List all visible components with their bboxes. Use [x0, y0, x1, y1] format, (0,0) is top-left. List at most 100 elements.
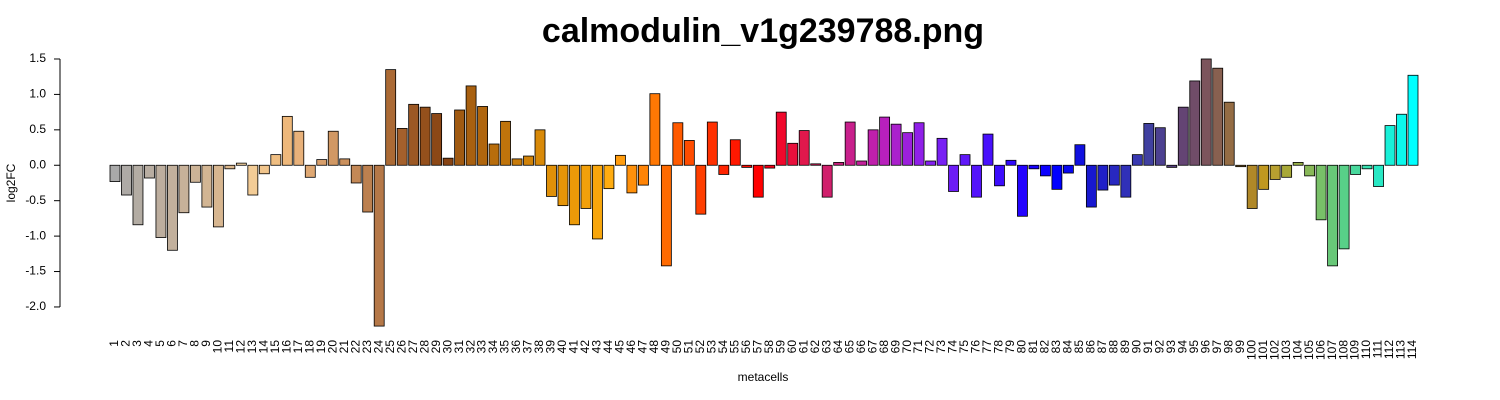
x-axis-label: metacells — [738, 370, 789, 384]
x-tick-label: 12 — [234, 340, 248, 354]
x-tick-label: 26 — [394, 340, 408, 354]
x-tick-label: 56 — [739, 340, 753, 354]
bar — [419, 106, 431, 166]
bar — [1396, 113, 1407, 166]
bar — [971, 164, 982, 198]
bar — [327, 130, 339, 166]
bar — [511, 158, 523, 166]
x-tick-label: 46 — [624, 340, 638, 354]
bar — [844, 121, 856, 166]
bar — [1212, 67, 1224, 166]
bar — [856, 160, 868, 166]
x-tick-label: 53 — [704, 340, 718, 354]
x-tick-label: 73 — [934, 340, 948, 354]
x-tick-label: 3 — [130, 340, 144, 347]
bar — [603, 164, 615, 190]
bar — [1028, 164, 1040, 170]
bar — [1269, 164, 1281, 180]
x-tick-label: 9 — [199, 340, 213, 347]
bar — [235, 162, 247, 166]
bar — [592, 164, 603, 240]
x-tick-label: 92 — [1152, 340, 1166, 354]
x-tick-label: 95 — [1187, 340, 1201, 354]
bar — [683, 140, 695, 166]
x-tick-label: 39 — [544, 340, 558, 354]
x-tick-label: 107 — [1325, 340, 1339, 360]
x-tick-label: 68 — [877, 340, 891, 354]
bar — [1131, 154, 1143, 166]
x-tick-label: 106 — [1313, 340, 1327, 360]
x-tick-label: 35 — [498, 340, 512, 354]
x-tick-label: 84 — [1061, 340, 1075, 354]
bar — [1223, 101, 1235, 166]
x-tick-label: 16 — [279, 340, 293, 354]
bar — [190, 164, 201, 183]
x-tick-label: 29 — [429, 340, 443, 354]
bar — [1085, 164, 1097, 208]
x-tick-label: 100 — [1244, 340, 1258, 360]
y-tick-label: -1.5 — [25, 264, 46, 278]
x-tick-label: 6 — [165, 340, 179, 347]
bar — [109, 164, 121, 182]
x-tick-label: 93 — [1164, 340, 1178, 354]
bar — [316, 159, 328, 166]
x-tick-label: 42 — [578, 340, 592, 354]
bar — [695, 164, 707, 215]
bar — [373, 164, 385, 327]
x-tick-label: 86 — [1084, 340, 1098, 354]
bar — [1246, 164, 1258, 209]
y-tick-label: -2.0 — [25, 299, 46, 313]
x-tick-label: 55 — [727, 340, 741, 354]
bar — [500, 120, 511, 166]
x-tick-label: 87 — [1095, 340, 1109, 354]
x-tick-label: 45 — [613, 340, 627, 354]
bar — [569, 164, 580, 226]
x-tick-label: 94 — [1175, 340, 1189, 354]
bar — [1304, 164, 1316, 177]
bar — [1062, 164, 1074, 174]
x-tick-label: 5 — [153, 340, 167, 347]
x-tick-label: 7 — [176, 340, 190, 347]
x-tick-label: 77 — [980, 340, 994, 354]
x-tick-label: 30 — [440, 340, 454, 354]
x-tick-label: 79 — [1003, 340, 1017, 354]
bar — [1051, 164, 1063, 190]
x-tick-label: 25 — [383, 340, 397, 354]
x-tick-label: 57 — [750, 340, 764, 354]
x-tick-label: 28 — [417, 340, 431, 354]
bar — [741, 164, 753, 168]
bar — [1327, 164, 1338, 267]
x-tick-label: 24 — [371, 340, 385, 354]
x-tick-label: 19 — [314, 340, 328, 354]
x-tick-label: 54 — [716, 340, 730, 354]
x-tick-label: 75 — [957, 340, 971, 354]
bar — [948, 164, 959, 192]
bar — [1177, 106, 1189, 166]
bar — [270, 154, 282, 166]
x-tick-label: 104 — [1290, 340, 1304, 360]
x-tick-label: 97 — [1210, 340, 1224, 354]
x-tick-label: 49 — [659, 340, 673, 354]
bar — [224, 164, 236, 170]
x-tick-label: 41 — [567, 340, 581, 354]
bar — [1017, 164, 1028, 217]
bar — [913, 122, 925, 166]
x-tick-label: 64 — [831, 340, 845, 354]
bar — [1200, 58, 1212, 166]
bar — [821, 164, 833, 198]
x-tick-label: 40 — [555, 340, 569, 354]
bar — [982, 133, 994, 166]
x-tick-label: 88 — [1107, 340, 1121, 354]
x-tick-label: 17 — [291, 340, 305, 354]
x-tick-label: 103 — [1279, 340, 1293, 360]
x-tick-label: 52 — [693, 340, 707, 354]
bar — [718, 164, 730, 175]
bar — [1143, 123, 1155, 166]
x-tick-label: 50 — [670, 340, 684, 354]
bar — [752, 164, 764, 198]
bar — [304, 164, 316, 178]
bar — [672, 122, 684, 166]
bar — [1373, 164, 1384, 187]
x-tick-label: 109 — [1348, 340, 1362, 360]
